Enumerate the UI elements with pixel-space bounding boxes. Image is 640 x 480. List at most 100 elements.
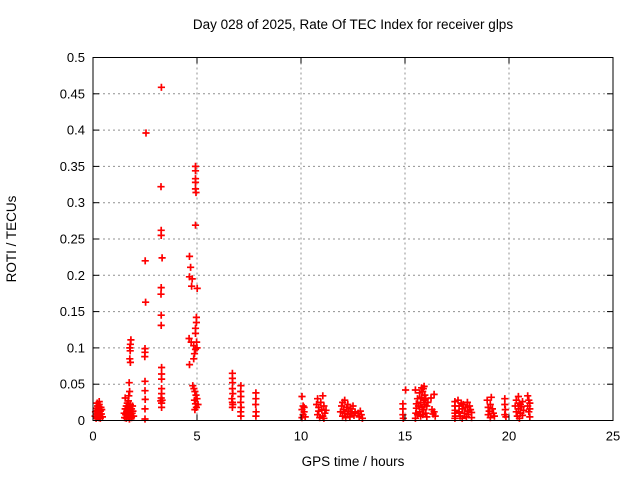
x-tick-label: 10 bbox=[294, 429, 308, 444]
data-point-marker bbox=[98, 406, 106, 414]
data-point-marker bbox=[411, 386, 419, 394]
data-point-marker bbox=[187, 263, 195, 271]
data-point-marker bbox=[322, 406, 330, 414]
x-tick-label: 25 bbox=[606, 429, 620, 444]
data-point-marker bbox=[157, 290, 165, 298]
x-tick-label: 15 bbox=[398, 429, 412, 444]
x-tick-label: 20 bbox=[502, 429, 516, 444]
data-point-marker bbox=[430, 408, 438, 416]
data-point-marker bbox=[157, 231, 165, 239]
data-point-marker bbox=[430, 390, 438, 398]
data-point-marker bbox=[320, 402, 328, 410]
y-tick-label: 0.25 bbox=[60, 232, 85, 247]
y-tick-label: 0.1 bbox=[67, 340, 85, 355]
x-tick-label: 0 bbox=[89, 429, 96, 444]
data-point-marker bbox=[193, 284, 201, 292]
data-point-marker bbox=[344, 400, 352, 409]
data-point-marker bbox=[421, 391, 429, 399]
data-point-marker bbox=[486, 400, 494, 409]
x-tick-label: 5 bbox=[193, 429, 200, 444]
data-point-marker bbox=[158, 375, 166, 383]
y-tick-label: 0.45 bbox=[60, 86, 85, 101]
data-point-marker bbox=[141, 395, 149, 403]
data-point-marker bbox=[423, 402, 431, 410]
data-point-marker bbox=[185, 361, 194, 369]
data-point-marker bbox=[193, 344, 201, 352]
data-point-marker bbox=[314, 395, 322, 403]
data-point-marker bbox=[431, 412, 439, 420]
data-point-marker bbox=[299, 402, 307, 410]
data-point-marker bbox=[192, 188, 200, 197]
data-point-marker bbox=[490, 412, 498, 420]
y-tick-label: 0 bbox=[78, 413, 85, 428]
data-point-marker bbox=[141, 415, 149, 423]
data-point-marker bbox=[468, 408, 476, 417]
data-point-marker bbox=[487, 393, 495, 401]
data-point-marker bbox=[191, 178, 200, 186]
data-point-marker bbox=[142, 129, 150, 137]
data-point-marker bbox=[319, 392, 327, 400]
data-point-marker bbox=[157, 284, 165, 292]
y-axis-label: ROTI / TECUs bbox=[4, 195, 19, 282]
data-point-marker bbox=[158, 363, 166, 372]
data-point-marker bbox=[357, 411, 365, 419]
data-point-marker bbox=[157, 311, 165, 319]
data-point-marker bbox=[252, 412, 260, 420]
data-point-marker bbox=[524, 392, 532, 400]
data-point-marker bbox=[350, 411, 358, 419]
data-point-marker bbox=[190, 396, 199, 404]
y-tick-label: 0.2 bbox=[67, 268, 85, 283]
data-point-marker bbox=[516, 400, 524, 409]
data-point-marker bbox=[341, 396, 349, 404]
y-tick-label: 0.05 bbox=[60, 377, 85, 392]
data-point-marker bbox=[422, 409, 430, 417]
data-point-marker bbox=[141, 405, 149, 413]
data-point-marker bbox=[518, 411, 527, 419]
data-point-marker bbox=[252, 400, 260, 409]
data-point-marker bbox=[346, 413, 354, 421]
data-point-marker bbox=[191, 221, 200, 229]
data-point-marker bbox=[98, 413, 106, 421]
data-point-marker bbox=[141, 377, 149, 385]
data-point-marker bbox=[188, 282, 196, 290]
data-point-marker bbox=[191, 406, 199, 414]
y-tick-label: 0.15 bbox=[60, 304, 85, 319]
data-points bbox=[91, 83, 534, 423]
data-point-marker bbox=[424, 398, 432, 406]
data-point-marker bbox=[402, 386, 410, 394]
data-point-marker bbox=[125, 379, 133, 387]
y-tick-label: 0.35 bbox=[60, 159, 85, 174]
data-point-marker bbox=[141, 257, 149, 265]
data-point-marker bbox=[461, 403, 469, 411]
data-point-marker bbox=[157, 83, 165, 91]
data-point-marker bbox=[525, 396, 533, 404]
data-point-marker bbox=[423, 413, 431, 421]
data-point-marker bbox=[413, 395, 422, 403]
data-point-marker bbox=[158, 403, 166, 411]
data-point-marker bbox=[191, 345, 200, 353]
data-point-marker bbox=[298, 392, 306, 401]
data-point-marker bbox=[514, 392, 522, 401]
data-point-marker bbox=[315, 407, 323, 415]
data-point-marker bbox=[300, 403, 308, 411]
data-point-marker bbox=[185, 252, 194, 260]
data-point-marker bbox=[192, 391, 200, 399]
data-point-marker bbox=[237, 412, 245, 420]
data-point-marker bbox=[356, 407, 364, 415]
data-point-marker bbox=[502, 413, 510, 421]
data-point-marker bbox=[229, 390, 237, 398]
data-point-marker bbox=[130, 412, 138, 420]
data-point-marker bbox=[413, 411, 422, 419]
x-axis-label: GPS time / hours bbox=[302, 454, 405, 469]
data-point-marker bbox=[465, 402, 474, 410]
data-point-marker bbox=[141, 353, 149, 361]
data-point-marker bbox=[126, 347, 134, 355]
data-point-marker bbox=[420, 382, 428, 390]
data-point-marker bbox=[191, 167, 200, 175]
data-point-marker bbox=[158, 254, 166, 262]
data-point-marker bbox=[191, 387, 199, 396]
y-tick-label: 0.4 bbox=[67, 123, 85, 138]
data-point-marker bbox=[483, 396, 491, 404]
chart-title: Day 028 of 2025, Rate Of TEC Index for r… bbox=[193, 17, 513, 32]
